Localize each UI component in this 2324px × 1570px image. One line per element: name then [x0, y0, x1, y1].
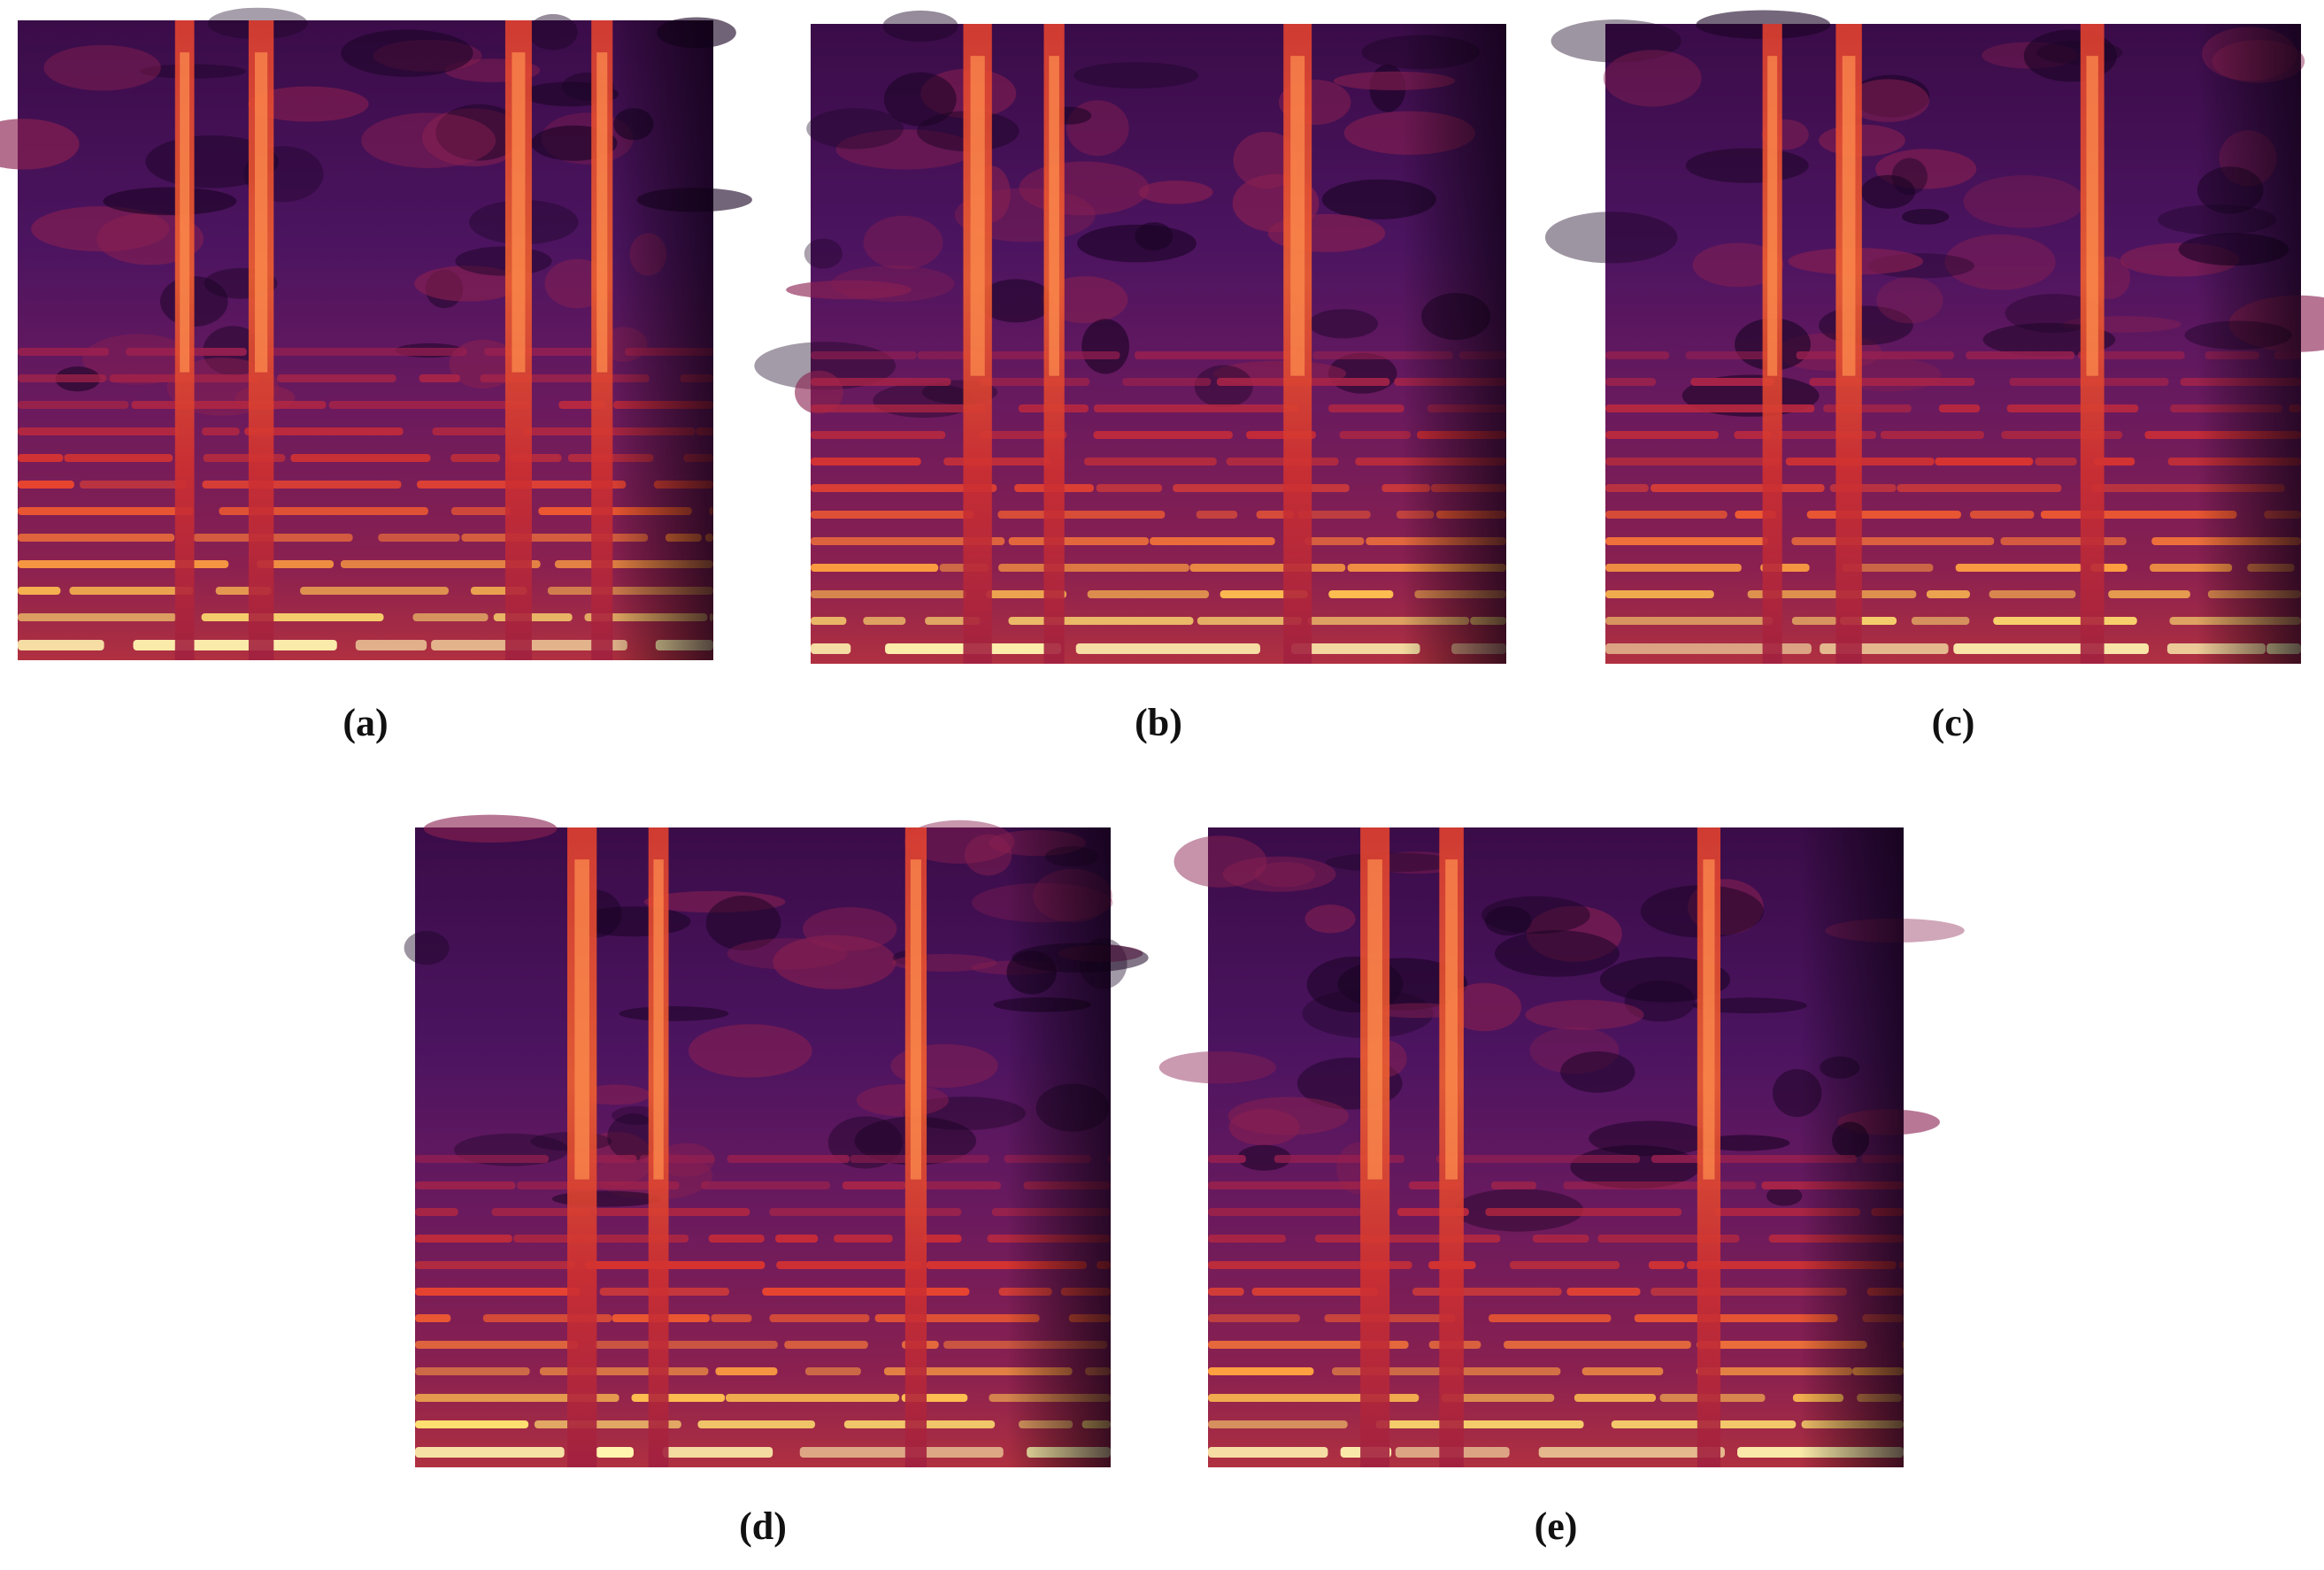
panel-label: (d): [739, 1505, 787, 1548]
panel-label: (a): [342, 701, 388, 744]
spectrogram: [1544, 10, 2324, 664]
panel-label: (e): [1535, 1505, 1578, 1548]
edge-shade: [811, 24, 1506, 664]
spectrogram: [0, 7, 752, 660]
spectrogram: [754, 10, 1506, 664]
edge-shade: [18, 20, 713, 660]
panel-label: (c): [1932, 701, 1975, 744]
panel-label: (b): [1135, 701, 1182, 744]
spectrogram: [1158, 827, 1965, 1467]
edge-shade: [1605, 24, 2301, 664]
edge-shade: [1208, 827, 1904, 1467]
edge-shade: [415, 827, 1111, 1467]
spectrogram: [404, 814, 1149, 1467]
